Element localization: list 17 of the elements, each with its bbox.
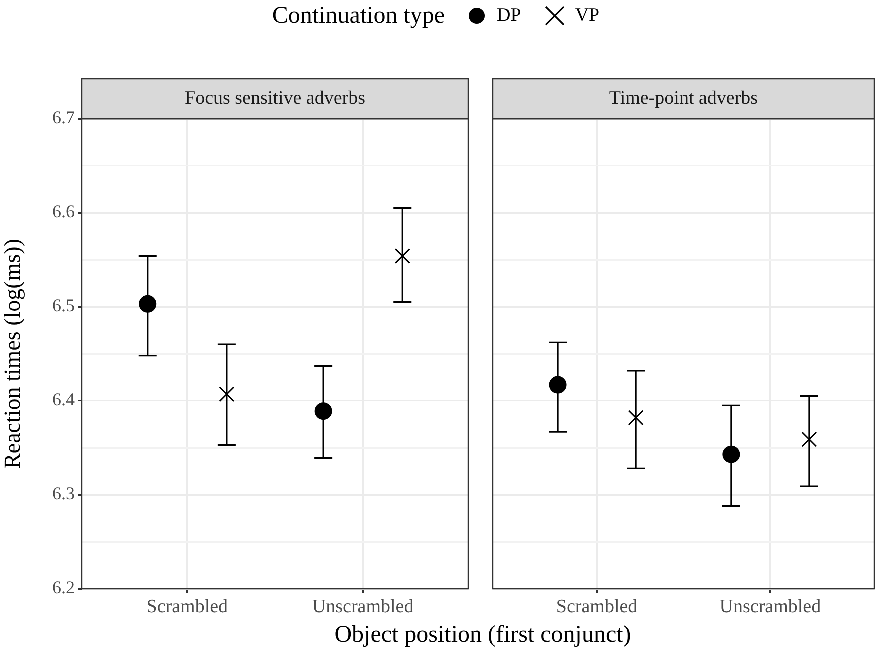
x-tick-label: Scrambled [556,596,638,618]
y-tick-label: 6.6 [52,202,75,222]
y-tick-label: 6.7 [52,108,75,128]
legend-title: Continuation type [272,2,446,29]
x-tick-label: Unscrambled [312,596,414,618]
legend-label: VP [575,5,600,26]
legend-label: DP [497,5,522,26]
y-axis-title: Reaction times (log(ms)) [0,239,25,469]
y-tick-label: 6.2 [52,578,75,598]
y-tick-label: 6.5 [52,296,75,316]
x-tick-label: Scrambled [146,596,229,618]
x-tick-label: Unscrambled [720,596,822,618]
chart-title: Focus sensitive adverbs [185,88,366,109]
chart-title: Time-point adverbs [609,88,758,109]
y-tick-label: 6.4 [52,390,75,410]
x-axis-title: Object position (first conjunct) [334,622,632,649]
y-tick-label: 6.3 [52,484,75,504]
